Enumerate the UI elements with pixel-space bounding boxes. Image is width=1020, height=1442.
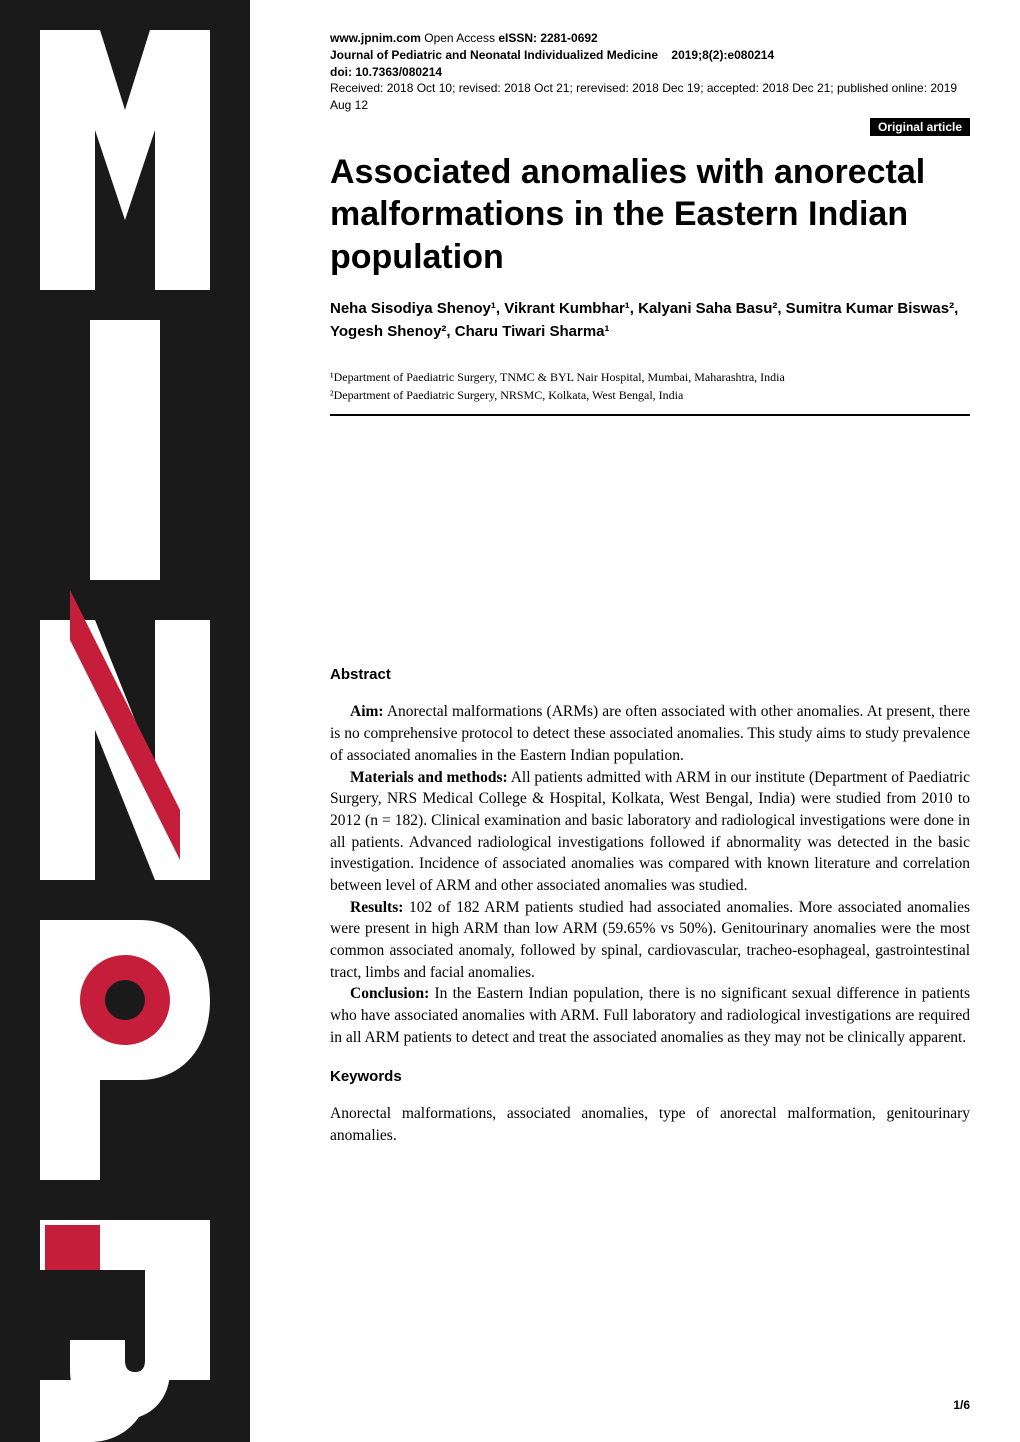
- abstract-results: Results: 102 of 182 ARM patients studied…: [330, 897, 970, 984]
- doi: doi: 10.7363/080214: [330, 64, 970, 81]
- issue: 2019;8(2):e080214: [671, 48, 774, 62]
- article-content: www.jpnim.com Open Access eISSN: 2281-06…: [330, 30, 970, 1147]
- abstract-section: Abstract Aim: Anorectal malformations (A…: [330, 666, 970, 1048]
- methods-text: All patients admitted with ARM in our in…: [330, 769, 970, 894]
- keywords-section: Keywords Anorectal malformations, associ…: [330, 1068, 970, 1146]
- journal-sidebar: [0, 0, 250, 1442]
- aim-text: Anorectal malformations (ARMs) are often…: [330, 703, 970, 763]
- conclusion-label: Conclusion:: [350, 985, 429, 1002]
- article-type-badge: Original article: [870, 118, 970, 136]
- methods-label: Materials and methods:: [350, 769, 508, 786]
- website-url: www.jpnim.com: [330, 31, 421, 45]
- meta-line-2: Journal of Pediatric and Neonatal Indivi…: [330, 47, 970, 64]
- journal-logo: [0, 0, 250, 1442]
- dates: Received: 2018 Oct 10; revised: 2018 Oct…: [330, 80, 970, 114]
- article-title: Associated anomalies with anorectal malf…: [330, 151, 970, 279]
- affiliation-2: ²Department of Paediatric Surgery, NRSMC…: [330, 386, 970, 404]
- keywords-heading: Keywords: [330, 1068, 970, 1085]
- abstract-aim: Aim: Anorectal malformations (ARMs) are …: [330, 701, 970, 766]
- authors-list: Neha Sisodiya Shenoy¹, Vikrant Kumbhar¹,…: [330, 298, 970, 343]
- abstract-methods: Materials and methods: All patients admi…: [330, 767, 970, 897]
- eissn: eISSN: 2281-0692: [498, 31, 597, 45]
- meta-line-1: www.jpnim.com Open Access eISSN: 2281-06…: [330, 30, 970, 47]
- access-type: Open Access: [424, 31, 495, 45]
- results-label: Results:: [350, 899, 403, 916]
- abstract-conclusion: Conclusion: In the Eastern Indian popula…: [330, 983, 970, 1048]
- keywords-text: Anorectal malformations, associated anom…: [330, 1103, 970, 1146]
- affiliations: ¹Department of Paediatric Surgery, TNMC …: [330, 368, 970, 416]
- abstract-body: Aim: Anorectal malformations (ARMs) are …: [330, 701, 970, 1048]
- results-text: 102 of 182 ARM patients studied had asso…: [330, 899, 970, 981]
- aim-label: Aim:: [350, 703, 384, 720]
- page-number: 1/6: [953, 1398, 970, 1412]
- abstract-heading: Abstract: [330, 666, 970, 683]
- journal-name: Journal of Pediatric and Neonatal Indivi…: [330, 48, 658, 62]
- article-meta: www.jpnim.com Open Access eISSN: 2281-06…: [330, 30, 970, 136]
- affiliation-1: ¹Department of Paediatric Surgery, TNMC …: [330, 368, 970, 386]
